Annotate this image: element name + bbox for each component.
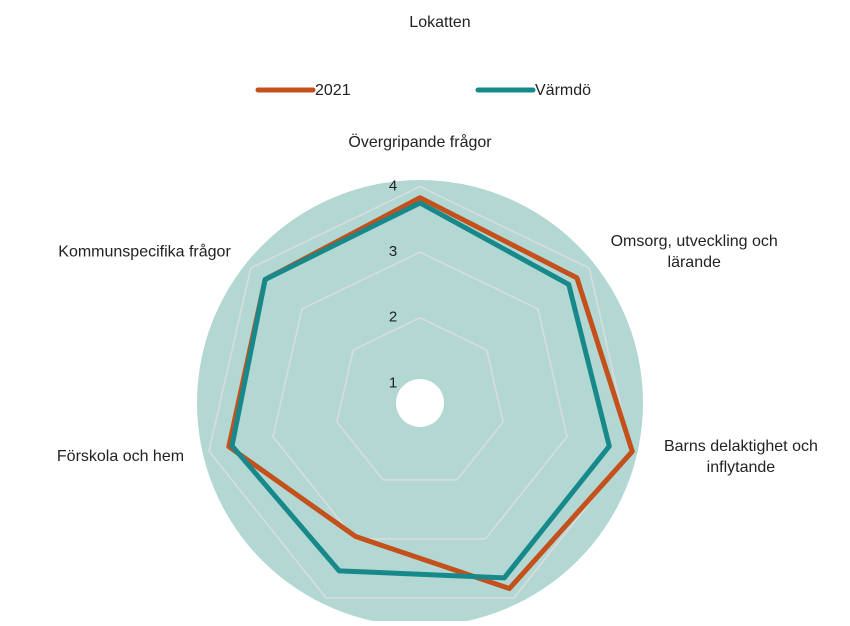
axis-label: Övergripande frågor <box>348 133 492 151</box>
grid-line <box>336 316 504 481</box>
center-hole <box>396 379 444 427</box>
chart-title: Lokatten <box>409 14 470 31</box>
axis-label: Förskola och hem <box>57 448 184 465</box>
grid-line <box>272 251 568 540</box>
series-line <box>229 200 612 581</box>
legend-label: 2021 <box>315 82 351 99</box>
y-tick-label: 3 <box>389 243 397 260</box>
y-tick-label: 2 <box>389 309 397 326</box>
legend-label: Värmdö <box>535 82 591 99</box>
axis-label: Barns delaktighet och inflytande <box>664 438 818 476</box>
grid-line <box>208 185 632 599</box>
axis-label: Omsorg, utveckling och lärande <box>611 233 778 271</box>
axis-label: Kommunspecifika frågor <box>58 242 231 260</box>
y-tick-label: 4 <box>389 178 397 195</box>
y-tick-label: 1 <box>389 374 397 391</box>
